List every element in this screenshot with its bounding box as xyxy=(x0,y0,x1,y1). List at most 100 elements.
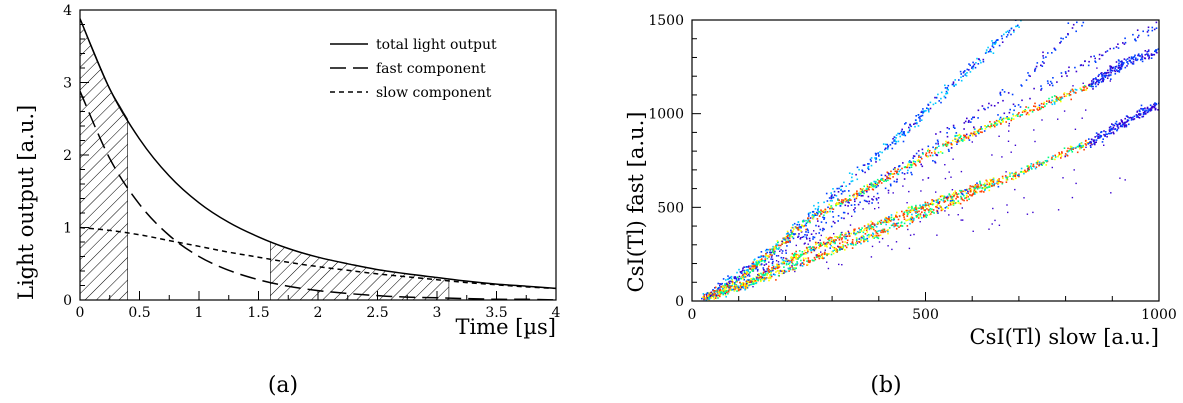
scatter-point xyxy=(775,267,777,270)
scatter-point xyxy=(1052,77,1054,79)
scatter-point xyxy=(871,202,873,204)
scatter-point xyxy=(1143,110,1146,113)
scatter-point xyxy=(950,176,952,178)
scatter-point xyxy=(927,150,929,152)
scatter-point xyxy=(801,251,804,253)
scatter-point xyxy=(974,191,977,193)
scatter-point xyxy=(765,248,768,251)
scatter-point xyxy=(1114,73,1117,75)
scatter-point xyxy=(770,270,772,272)
scatter-point xyxy=(731,281,734,283)
scatter-point xyxy=(1139,55,1141,57)
scatter-point xyxy=(960,139,963,142)
scatter-point xyxy=(801,253,803,256)
scatter-point xyxy=(1095,85,1097,88)
scatter-point xyxy=(963,199,965,202)
scatter-point xyxy=(760,280,762,283)
scatter-point xyxy=(934,148,936,151)
scatter-point xyxy=(1008,111,1011,114)
scatter-point xyxy=(1048,101,1050,103)
scatter-point xyxy=(1121,65,1123,68)
scatter-point xyxy=(847,212,849,215)
scatter-point xyxy=(757,268,759,271)
scatter-point xyxy=(719,286,722,288)
scatter-point xyxy=(1057,155,1059,158)
scatter-point xyxy=(786,259,788,261)
scatter-point xyxy=(758,256,761,259)
scatter-point xyxy=(921,205,923,208)
scatter-point xyxy=(778,272,781,274)
scatter-point xyxy=(1004,175,1007,177)
scatter-point xyxy=(999,116,1002,119)
scatter-point xyxy=(860,229,862,231)
scatter-point xyxy=(992,179,995,182)
scatter-point xyxy=(705,299,708,301)
scatter-point xyxy=(929,107,932,110)
scatter-point xyxy=(1142,108,1145,110)
scatter-point xyxy=(853,204,856,206)
scatter-point xyxy=(786,237,789,239)
scatter-point xyxy=(931,202,933,204)
x-tick-label: 1.5 xyxy=(247,305,269,321)
scatter-point xyxy=(963,122,966,124)
scatter-point xyxy=(732,286,735,288)
scatter-point xyxy=(854,192,857,195)
scatter-point xyxy=(871,227,873,229)
scatter-point xyxy=(906,165,909,167)
scatter-point xyxy=(802,220,804,222)
scatter-point xyxy=(798,228,800,230)
scatter-point xyxy=(1002,117,1005,120)
scatter-point xyxy=(720,286,722,288)
scatter-point xyxy=(851,242,853,244)
scatter-point xyxy=(920,217,923,219)
scatter-point xyxy=(974,133,976,136)
scatter-point xyxy=(1083,148,1085,151)
scatter-point xyxy=(836,202,838,204)
scatter-point xyxy=(894,143,896,145)
scatter-point xyxy=(1099,134,1101,137)
scatter-point xyxy=(1001,182,1004,185)
scatter-point xyxy=(896,173,899,175)
scatter-point xyxy=(718,294,720,297)
scatter-point xyxy=(751,262,754,265)
scatter-point xyxy=(761,278,763,281)
scatter-point xyxy=(797,253,799,256)
scatter-point xyxy=(1090,83,1093,85)
scatter-point xyxy=(806,228,809,230)
scatter-point xyxy=(804,223,807,226)
scatter-point xyxy=(904,123,906,125)
scatter-point xyxy=(1089,85,1091,87)
scatter-point xyxy=(702,296,704,298)
scatter-point xyxy=(807,243,809,245)
scatter-point xyxy=(743,273,746,275)
scatter-point xyxy=(1152,53,1154,56)
scatter-point xyxy=(1052,100,1054,102)
scatter-point xyxy=(832,220,835,223)
scatter-point xyxy=(840,217,843,219)
scatter-point xyxy=(899,169,902,171)
scatter-point xyxy=(712,294,715,296)
scatter-point xyxy=(775,271,777,273)
scatter-point xyxy=(859,229,861,231)
scatter-point xyxy=(886,175,888,178)
scatter-point xyxy=(788,270,790,272)
scatter-point xyxy=(889,174,891,177)
scatter-point xyxy=(906,166,909,169)
scatter-point xyxy=(793,255,795,257)
scatter-point xyxy=(953,194,955,197)
scatter-point xyxy=(1087,64,1090,67)
scatter-point xyxy=(887,232,889,235)
scatter-point xyxy=(1097,133,1100,136)
scatter-point xyxy=(721,285,724,287)
scatter-point xyxy=(919,116,921,118)
scatter-point xyxy=(949,195,952,198)
scatter-point xyxy=(1060,96,1063,98)
scatter-point xyxy=(993,105,996,107)
scatter-point xyxy=(1015,177,1017,180)
scatter-point xyxy=(780,262,783,265)
scatter-point xyxy=(1130,61,1133,64)
scatter-point xyxy=(968,198,970,200)
scatter-point xyxy=(981,190,983,192)
scatter-point xyxy=(909,222,911,225)
scatter-point xyxy=(785,263,788,266)
